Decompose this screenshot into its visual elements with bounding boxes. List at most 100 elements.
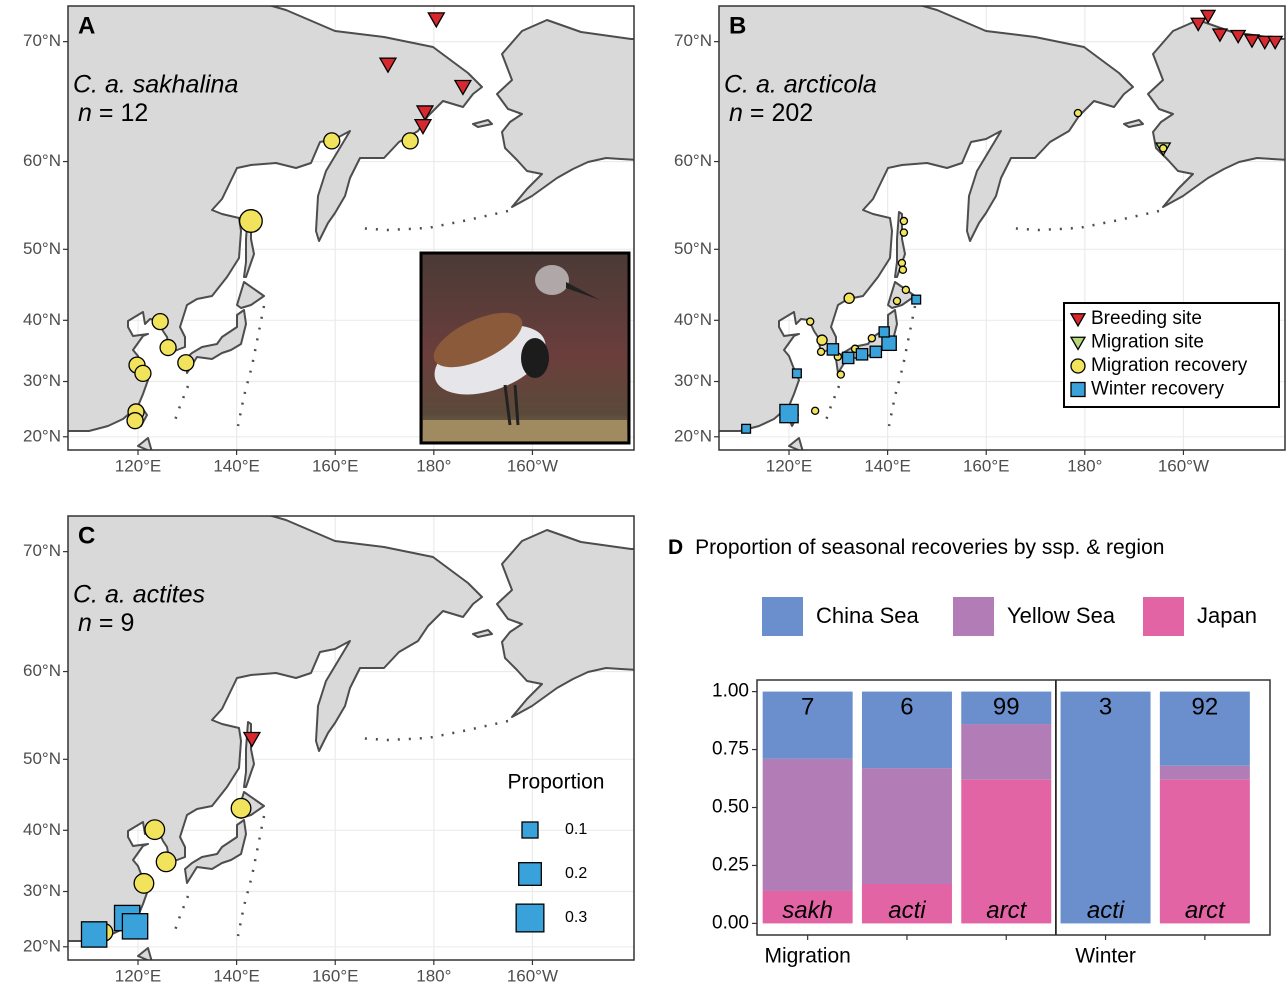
panel-label: A — [78, 12, 95, 39]
y-tick-label: 0.00 — [712, 912, 749, 933]
title-text: Proportion of seasonal recoveries by ssp… — [695, 536, 1164, 559]
legend-swatch — [1143, 597, 1184, 636]
x-tick-label: 160°W — [507, 966, 558, 985]
bar-segment — [961, 724, 1051, 780]
bar-label: sakh — [782, 897, 833, 924]
count-label: 92 — [1191, 693, 1218, 720]
y-tick-label: 40°N — [23, 820, 61, 839]
figure: 120°E140°E160°E180°160°W20°N30°N40°N50°N… — [0, 0, 1288, 989]
panel-label: B — [729, 12, 746, 39]
site-marker — [879, 327, 889, 337]
count-label: 7 — [801, 693, 814, 720]
site-marker — [900, 229, 907, 236]
site-marker — [898, 259, 905, 266]
site-marker — [156, 852, 176, 872]
y-tick-label: 0.75 — [712, 739, 749, 760]
subspecies: C. a. actites — [73, 581, 205, 609]
site-marker — [81, 922, 106, 947]
site-marker — [902, 286, 909, 293]
site-marker — [912, 295, 921, 304]
x-tick-label: 180° — [416, 966, 451, 985]
site-marker — [793, 369, 802, 378]
legend-label: Winter recovery — [1091, 379, 1225, 400]
y-tick-label: 30°N — [674, 371, 712, 390]
site-marker — [780, 404, 798, 422]
x-tick-label: 140°E — [864, 456, 911, 475]
sample-symbol: n — [78, 609, 92, 637]
site-marker — [127, 413, 143, 429]
site-marker — [240, 210, 263, 233]
x-tick-label: 160°E — [312, 456, 359, 475]
site-marker — [1160, 145, 1167, 152]
site-marker — [1074, 110, 1081, 117]
y-tick-label: 20°N — [674, 426, 712, 445]
x-tick-label: 180° — [416, 456, 451, 475]
bar-label: arct — [1185, 897, 1226, 924]
bar-segment — [862, 768, 952, 884]
subspecies: C. a. arcticola — [724, 71, 877, 99]
y-tick-label: 1.00 — [712, 681, 749, 702]
site-marker — [807, 318, 814, 325]
y-tick-label: 60°N — [674, 151, 712, 170]
legend-symbol — [1071, 383, 1085, 397]
site-marker — [900, 217, 907, 224]
site-marker — [812, 407, 819, 414]
site-marker — [402, 133, 418, 149]
site-marker — [843, 352, 854, 363]
subspecies: C. a. sakhalina — [73, 71, 238, 99]
legend-label: Yellow Sea — [1007, 603, 1116, 628]
page: {"chart_data": [ {"type": "map", "panel_… — [0, 0, 1288, 989]
size-legend-label: 0.3 — [565, 909, 587, 926]
y-tick-label: 20°N — [23, 936, 61, 955]
site-marker — [134, 874, 154, 894]
site-marker — [870, 346, 881, 357]
sample-text: = 202 — [750, 99, 813, 127]
site-marker — [856, 349, 867, 360]
x-tick-label: Winter — [1075, 945, 1136, 968]
site-marker — [837, 371, 844, 378]
x-tick-label: 160°W — [507, 456, 558, 475]
x-tick-label: 120°E — [115, 966, 162, 985]
count-label: 6 — [900, 693, 913, 720]
size-legend-label: 0.2 — [565, 865, 587, 882]
y-tick-label: 20°N — [23, 426, 61, 445]
size-legend-symbol — [516, 904, 544, 932]
y-tick-label: 60°N — [23, 151, 61, 170]
sample-symbol: n — [729, 99, 743, 127]
legend-swatch — [953, 597, 994, 636]
sample-size: n= 12 — [78, 99, 148, 127]
legend-label: Migration recovery — [1091, 355, 1248, 376]
x-tick-label: Migration — [764, 945, 850, 968]
site-marker — [893, 297, 900, 304]
site-marker — [152, 314, 168, 330]
legend-symbol — [1071, 359, 1085, 373]
y-tick-label: 70°N — [23, 541, 61, 560]
size-legend-label: 0.1 — [565, 821, 587, 838]
site-marker — [844, 293, 854, 303]
legend-swatch — [762, 597, 803, 636]
site-marker — [899, 266, 906, 273]
y-tick-label: 40°N — [23, 310, 61, 329]
sample-size: n= 9 — [78, 609, 134, 637]
site-marker — [324, 133, 340, 149]
site-marker — [827, 344, 838, 355]
y-tick-label: 0.50 — [712, 797, 749, 818]
site-marker — [882, 336, 896, 350]
bar-segment — [1061, 692, 1151, 924]
site-marker — [817, 335, 827, 345]
x-tick-label: 120°E — [766, 456, 813, 475]
x-tick-label: 160°W — [1158, 456, 1209, 475]
sample-text: = 9 — [99, 609, 134, 637]
y-tick-label: 30°N — [23, 371, 61, 390]
x-tick-label: 160°E — [963, 456, 1010, 475]
legend-label: Migration site — [1091, 332, 1204, 353]
site-marker — [231, 798, 251, 818]
x-tick-label: 120°E — [115, 456, 162, 475]
site-marker — [868, 335, 875, 342]
y-tick-label: 60°N — [23, 661, 61, 680]
size-legend-title: Proportion — [508, 771, 605, 794]
bird-photo — [421, 253, 629, 443]
x-tick-label: 160°E — [312, 966, 359, 985]
y-tick-label: 30°N — [23, 881, 61, 900]
